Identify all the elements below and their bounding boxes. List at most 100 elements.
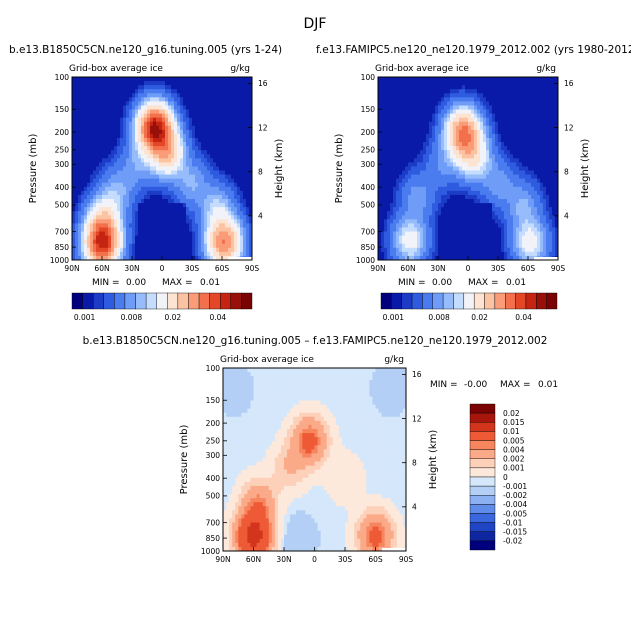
field-cell	[222, 182, 226, 188]
field-cell	[84, 215, 88, 220]
field-cell	[90, 121, 94, 127]
field-cell	[390, 174, 394, 180]
field-cell	[465, 133, 469, 139]
field-cell	[240, 142, 244, 147]
field-cell	[150, 109, 154, 114]
field-cell	[147, 158, 151, 163]
field-cell	[399, 93, 403, 98]
field-cell	[396, 125, 400, 131]
field-cell	[174, 109, 178, 114]
field-cell	[237, 138, 241, 143]
field-cell	[87, 154, 91, 159]
field-cell	[234, 219, 238, 224]
field-cell	[378, 174, 382, 180]
field-cell	[75, 89, 79, 94]
field-cell	[483, 89, 487, 94]
field-cell	[438, 89, 442, 94]
field-cell	[147, 133, 151, 139]
field-cell	[216, 138, 220, 143]
field-cell	[126, 162, 130, 167]
field-cell	[435, 186, 439, 192]
field-cell	[516, 93, 520, 98]
field-cell	[501, 105, 505, 110]
field-cell	[228, 97, 232, 102]
field-cell	[513, 162, 517, 167]
field-cell	[84, 174, 88, 180]
field-cell	[153, 182, 157, 188]
field-cell	[531, 182, 535, 188]
field-cell	[477, 150, 481, 155]
field-cell	[138, 199, 142, 204]
field-cell	[75, 97, 79, 102]
field-cell	[549, 190, 553, 196]
field-cell	[231, 81, 235, 86]
field-cell	[486, 162, 490, 167]
field-cell	[123, 170, 127, 175]
field-cell	[225, 215, 229, 220]
field-cell	[423, 146, 427, 151]
field-cell	[399, 203, 403, 208]
field-cell	[489, 101, 493, 106]
field-cell	[546, 77, 550, 82]
field-cell	[468, 223, 472, 228]
field-cell	[489, 223, 493, 228]
field-cell	[468, 142, 472, 147]
field-cell	[459, 154, 463, 159]
field-cell	[417, 85, 421, 90]
field-cell	[132, 186, 136, 192]
field-cell	[450, 93, 454, 98]
field-cell	[546, 121, 550, 127]
field-cell	[555, 142, 559, 147]
field-cell	[225, 223, 229, 228]
field-cell	[150, 215, 154, 220]
field-cell	[549, 215, 553, 220]
field-cell	[240, 199, 244, 204]
field-cell	[222, 251, 226, 257]
field-cell	[438, 101, 442, 106]
field-cell	[459, 117, 463, 123]
field-cell	[228, 251, 232, 257]
field-cell	[147, 215, 151, 220]
field-cell	[210, 255, 214, 261]
field-cell	[552, 154, 556, 159]
field-cell	[390, 186, 394, 192]
field-cell	[477, 109, 481, 114]
field-cell	[129, 190, 133, 196]
field-cell	[483, 113, 487, 119]
field-cell	[120, 170, 124, 175]
field-cell	[555, 158, 559, 163]
field-cell	[207, 199, 211, 204]
field-cell	[144, 239, 148, 245]
field-cell	[123, 89, 127, 94]
field-cell	[126, 178, 130, 184]
field-cell	[450, 194, 454, 200]
field-cell	[435, 166, 439, 171]
field-cell	[156, 109, 160, 114]
field-cell	[513, 77, 517, 82]
field-cell	[156, 162, 160, 167]
field-cell	[153, 162, 157, 167]
field-cell	[198, 231, 202, 236]
field-cell	[531, 174, 535, 180]
field-cell	[243, 158, 247, 163]
field-cell	[501, 211, 505, 216]
field-cell	[108, 239, 112, 245]
field-cell	[426, 93, 430, 98]
field-cell	[435, 194, 439, 200]
field-cell	[78, 186, 82, 192]
panel-2: f.e13.FAMIPC5.ne120_ne120.1979_2012.002 …	[316, 44, 631, 322]
field-cell	[522, 194, 526, 200]
field-cell	[72, 251, 76, 257]
field-cell	[528, 138, 532, 143]
field-cell	[180, 81, 184, 86]
field-cell	[396, 158, 400, 163]
field-cell	[495, 97, 499, 102]
field-cell	[483, 81, 487, 86]
field-cell	[174, 207, 178, 212]
field-cell	[183, 199, 187, 204]
field-cell	[528, 133, 532, 139]
field-cell	[435, 178, 439, 184]
field-cell	[468, 109, 472, 114]
field-cell	[180, 247, 184, 253]
field-cell	[228, 227, 232, 232]
